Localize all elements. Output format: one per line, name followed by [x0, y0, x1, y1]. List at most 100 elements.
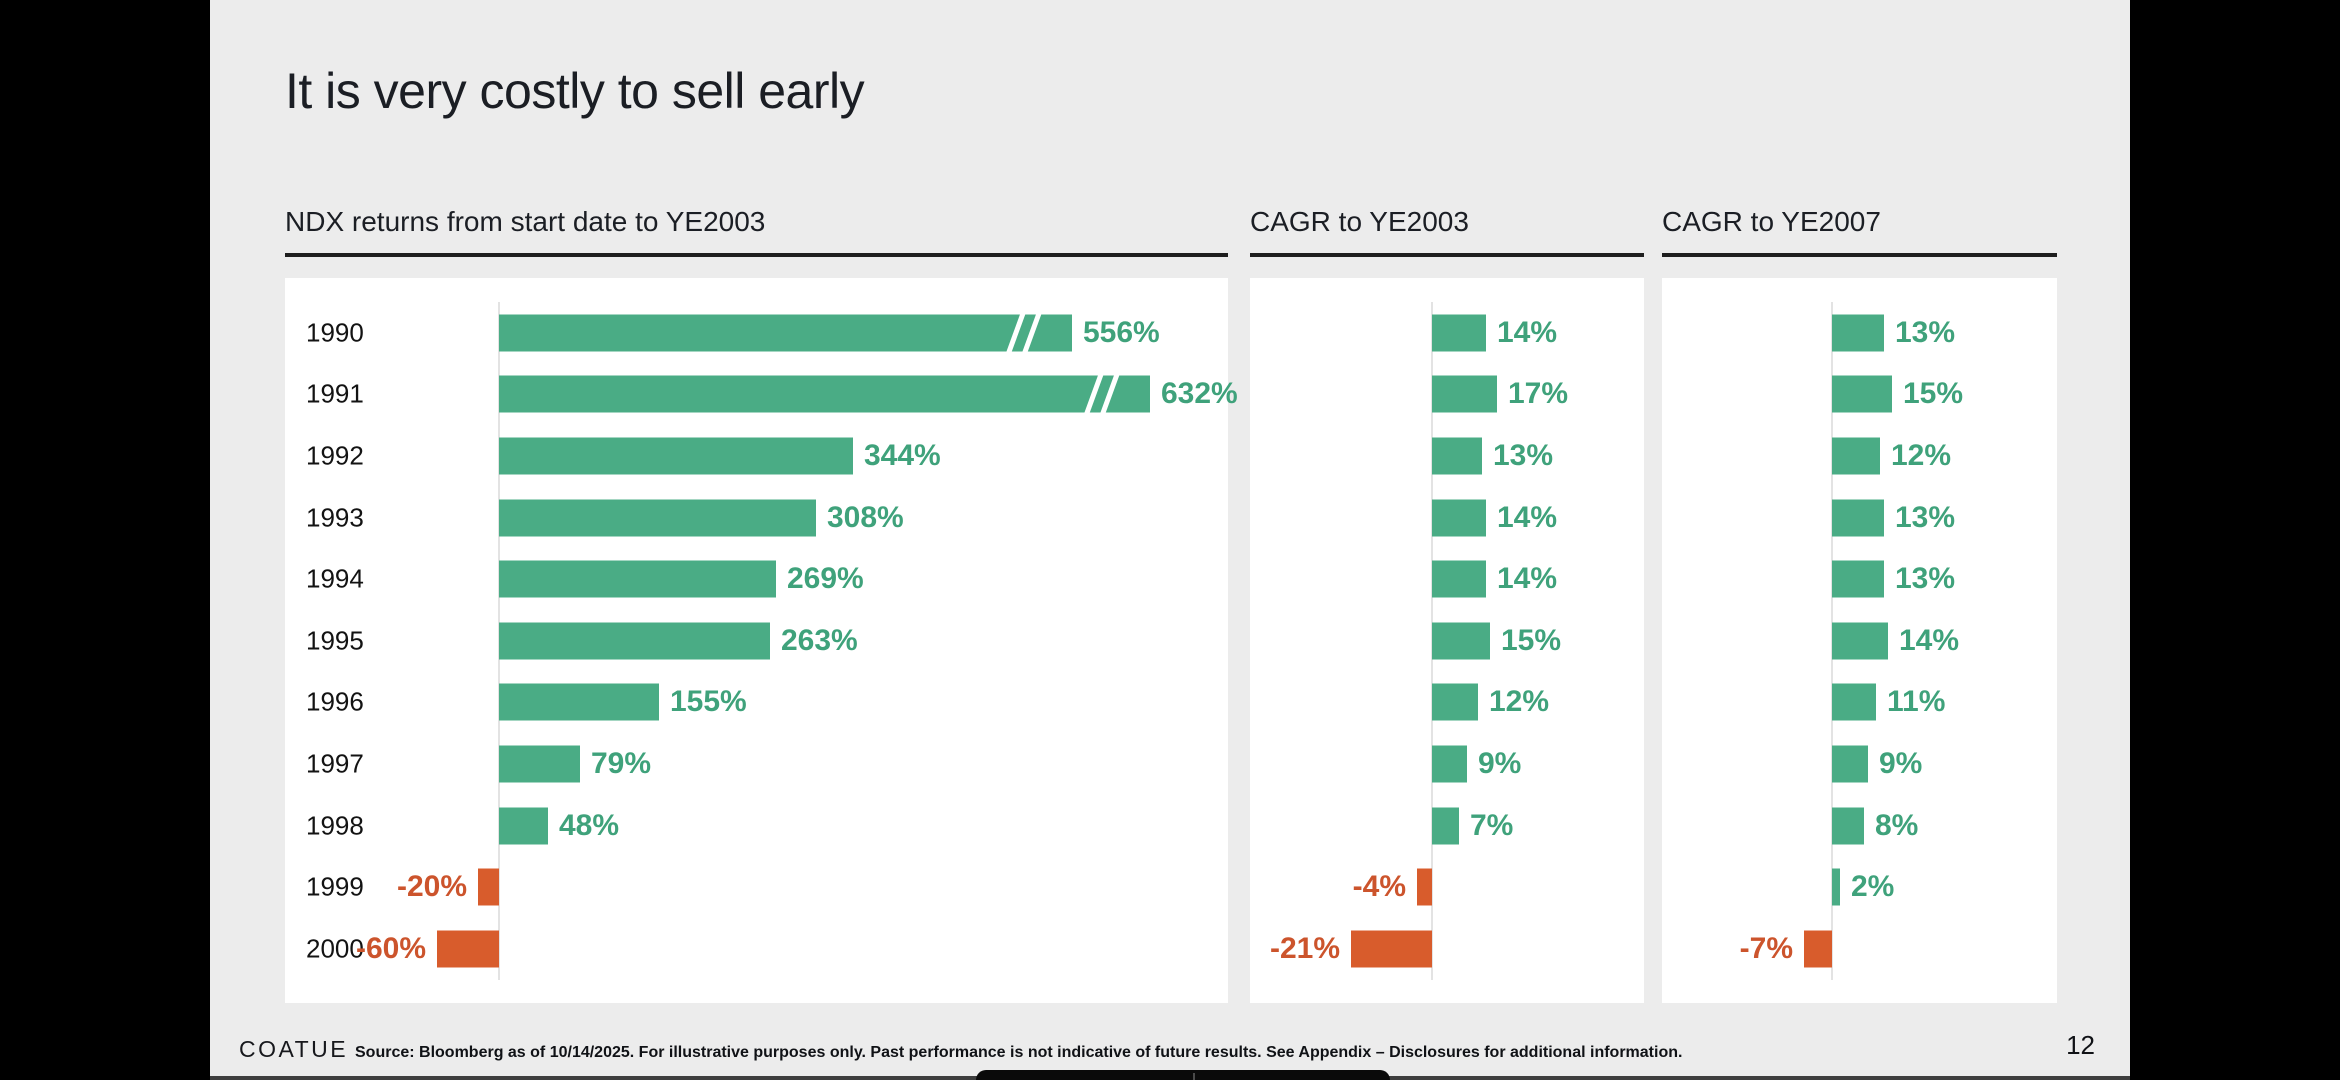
chart-1-header-rule: [285, 253, 1228, 257]
chart-2-header-rule: [1250, 253, 1644, 257]
bar-row: 14%: [1250, 548, 1644, 610]
bar: [499, 437, 853, 475]
bar: [499, 314, 1072, 352]
bar: [1432, 437, 1482, 475]
background-window-tab: [976, 1070, 1390, 1080]
coatue-logo: COATUE: [239, 1036, 349, 1062]
year-label: 2000: [306, 933, 364, 964]
bar-value-label: 632%: [1161, 377, 1238, 411]
bar-value-label: 9%: [1879, 746, 1923, 780]
bar-row: 13%: [1662, 487, 2057, 549]
bar: [499, 807, 548, 845]
bar-value-label: 13%: [1895, 315, 1956, 349]
bar: [1832, 807, 1864, 845]
bar-value-label: 13%: [1895, 500, 1956, 534]
year-label: 1992: [306, 440, 364, 471]
bar: [1432, 499, 1486, 537]
bar: [1432, 375, 1497, 413]
bar-value-label: -21%: [1269, 931, 1340, 965]
bar-value-label: 17%: [1508, 377, 1569, 411]
bar: [499, 683, 659, 721]
bar-row: 7%: [1250, 795, 1644, 857]
bar-row: 1998 48%: [285, 795, 1228, 857]
bar-row: 17%: [1250, 364, 1644, 426]
bar: [1432, 807, 1459, 845]
bar-row: 9%: [1662, 733, 2057, 795]
bar-row: -4%: [1250, 856, 1644, 918]
year-label: 1994: [306, 563, 364, 594]
bar-value-label: 2%: [1851, 870, 1895, 904]
bar-value-label: 269%: [787, 562, 864, 596]
bar-value-label: 14%: [1497, 562, 1558, 596]
bar-row: 1991 632%: [285, 364, 1238, 426]
year-label: 1996: [306, 686, 364, 717]
bar-value-label: -20%: [396, 870, 467, 904]
bar: [1432, 622, 1490, 660]
bar-row: 8%: [1662, 795, 2057, 857]
bar-row: 1992 344%: [285, 425, 1228, 487]
bar-row: 11%: [1662, 672, 2057, 734]
bar-value-label: 13%: [1493, 438, 1554, 472]
bar: [1832, 560, 1884, 598]
bar-value-label: 48%: [559, 808, 620, 842]
bar-row: 1993 308%: [285, 487, 1228, 549]
bar: [1832, 375, 1892, 413]
bar-row: 2%: [1662, 856, 2057, 918]
bar-value-label: 12%: [1489, 685, 1550, 719]
bar-value-label: 556%: [1083, 315, 1160, 349]
bar: [1432, 560, 1486, 598]
bar-row: 12%: [1662, 425, 2057, 487]
bar: [1832, 622, 1888, 660]
bar-row: -7%: [1662, 918, 2057, 980]
bar-value-label: 263%: [781, 623, 858, 657]
bar-value-label: -60%: [355, 931, 426, 965]
bar: [499, 560, 776, 598]
chart-2-header: CAGR to YE2003: [1250, 206, 1469, 237]
bar: [1804, 930, 1832, 968]
bar-value-label: -4%: [1352, 870, 1406, 904]
bar: [499, 375, 1150, 413]
axis-break-mark: [1097, 375, 1122, 413]
bar: [1832, 868, 1840, 906]
bar-row: -21%: [1250, 918, 1644, 980]
bar-row: 1996 155%: [285, 672, 1228, 734]
bar-value-label: 8%: [1875, 808, 1919, 842]
bar-value-label: 11%: [1887, 685, 1946, 719]
bar-value-label: -7%: [1739, 931, 1793, 965]
bar-value-label: 14%: [1497, 500, 1558, 534]
bar: [499, 745, 580, 783]
bar-row: 14%: [1250, 487, 1644, 549]
bar-value-label: 15%: [1501, 623, 1562, 657]
bar: [1832, 314, 1884, 352]
bar-row: 15%: [1662, 364, 2057, 426]
bar-row: 1995 263%: [285, 610, 1228, 672]
bar: [1432, 683, 1478, 721]
bar-row: 14%: [1662, 610, 2057, 672]
bar-row: 1997 79%: [285, 733, 1228, 795]
bar: [1832, 437, 1880, 475]
bar-value-label: 13%: [1895, 562, 1956, 596]
bar-value-label: 7%: [1470, 808, 1514, 842]
page-title: It is very costly to sell early: [285, 63, 865, 119]
bar-row: 13%: [1662, 548, 2057, 610]
year-label: 1995: [306, 625, 364, 656]
chart-3-header-rule: [1662, 253, 2057, 257]
bar-value-label: 15%: [1903, 377, 1964, 411]
bar-row: 1990 556%: [285, 302, 1228, 364]
background-window-tab-divider: [1193, 1073, 1195, 1080]
presentation-slide: It is very costly to sell early NDX retu…: [210, 0, 2130, 1080]
bar: [1432, 314, 1486, 352]
bar-value-label: 14%: [1899, 623, 1960, 657]
bar-row: 1999 -20%: [285, 856, 1228, 918]
year-label: 1990: [306, 317, 364, 348]
year-label: 1991: [306, 378, 364, 409]
bar: [499, 622, 770, 660]
chart-panel-ndx-returns: 1990 556% 1991 632% 1992 344% 1993 308% 1994 269%…: [285, 278, 1238, 1003]
bar-value-label: 155%: [670, 685, 747, 719]
bar: [1417, 868, 1432, 906]
bar: [1832, 499, 1884, 537]
year-label: 1999: [306, 871, 364, 902]
bar-value-label: 14%: [1497, 315, 1558, 349]
bar-value-label: 308%: [827, 500, 904, 534]
page-number: 12: [2066, 1030, 2095, 1060]
